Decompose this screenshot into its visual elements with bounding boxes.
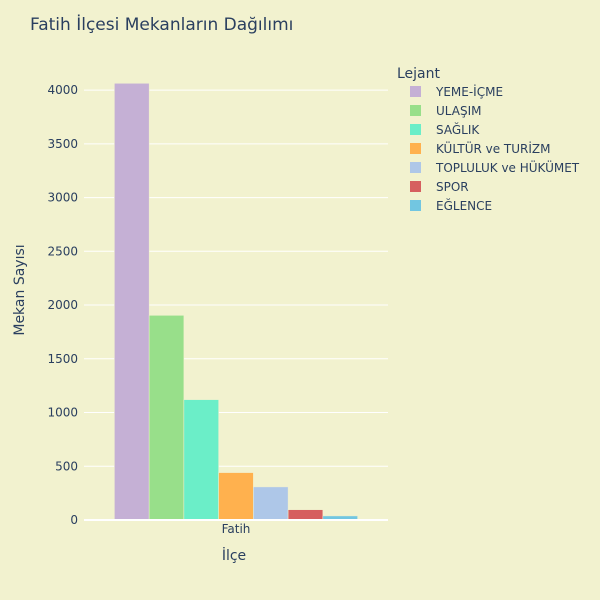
legend-label: SAĞLIK bbox=[436, 122, 480, 137]
legend-swatch bbox=[410, 143, 421, 154]
bar-3[interactable] bbox=[183, 399, 219, 521]
y-tick-label: 1000 bbox=[47, 406, 78, 420]
y-tick-label: 0 bbox=[70, 513, 78, 527]
legend-swatch bbox=[410, 200, 421, 211]
legend-item[interactable]: SAĞLIK bbox=[410, 122, 480, 137]
bar-5[interactable] bbox=[253, 486, 289, 521]
legend-item[interactable]: KÜLTÜR ve TURİZM bbox=[410, 140, 551, 156]
legend-label: KÜLTÜR ve TURİZM bbox=[436, 140, 551, 156]
y-axis-title: Mekan Sayısı bbox=[12, 244, 28, 335]
bar-6[interactable] bbox=[287, 509, 324, 521]
legend-label: SPOR bbox=[436, 180, 469, 194]
y-tick-label: 3000 bbox=[47, 191, 78, 205]
chart-title: Fatih İlçesi Mekanların Dağılımı bbox=[30, 14, 293, 35]
legend-item[interactable]: EĞLENCE bbox=[410, 198, 492, 213]
legend-swatch bbox=[410, 181, 421, 192]
legend-swatch bbox=[410, 86, 421, 97]
x-axis-title: İlçe bbox=[222, 546, 246, 564]
bar-2[interactable] bbox=[148, 315, 185, 521]
legend-label: ULAŞIM bbox=[436, 104, 481, 118]
legend-label: EĞLENCE bbox=[436, 198, 492, 213]
bar-4[interactable] bbox=[218, 472, 254, 521]
legend-item[interactable]: YEME-İÇME bbox=[410, 84, 503, 99]
y-tick-label: 4000 bbox=[47, 83, 78, 97]
y-tick-label: 1500 bbox=[47, 352, 78, 366]
legend-label: TOPLULUK ve HÜKÜMET bbox=[435, 159, 580, 175]
legend-title: Lejant bbox=[397, 66, 441, 82]
bar-1[interactable] bbox=[114, 83, 150, 521]
legend-swatch bbox=[410, 105, 421, 116]
legend-item[interactable]: SPOR bbox=[410, 180, 469, 194]
bars bbox=[114, 83, 358, 521]
legend-label: YEME-İÇME bbox=[435, 84, 503, 99]
legend-swatch bbox=[410, 162, 421, 173]
legend-swatch bbox=[410, 124, 421, 135]
legend-item[interactable]: ULAŞIM bbox=[410, 104, 481, 118]
legend-item[interactable]: TOPLULUK ve HÜKÜMET bbox=[410, 159, 580, 175]
y-tick-label: 2000 bbox=[47, 298, 78, 312]
axes: 0 500 1000 1500 2000 2500 3000 3500 4000 Fatih bbox=[47, 83, 388, 536]
x-tick-label: Fatih bbox=[222, 522, 251, 536]
legend-items: YEME-İÇME ULAŞIM SAĞLIK KÜLTÜR ve TURİZM TOP… bbox=[410, 84, 580, 213]
y-tick-label: 500 bbox=[55, 459, 78, 473]
legend: Lejant YEME-İÇME ULAŞIM SAĞLIK KÜLTÜR ve TU… bbox=[397, 66, 580, 213]
y-tick-label: 3500 bbox=[47, 137, 78, 151]
y-tick-label: 2500 bbox=[47, 244, 78, 258]
